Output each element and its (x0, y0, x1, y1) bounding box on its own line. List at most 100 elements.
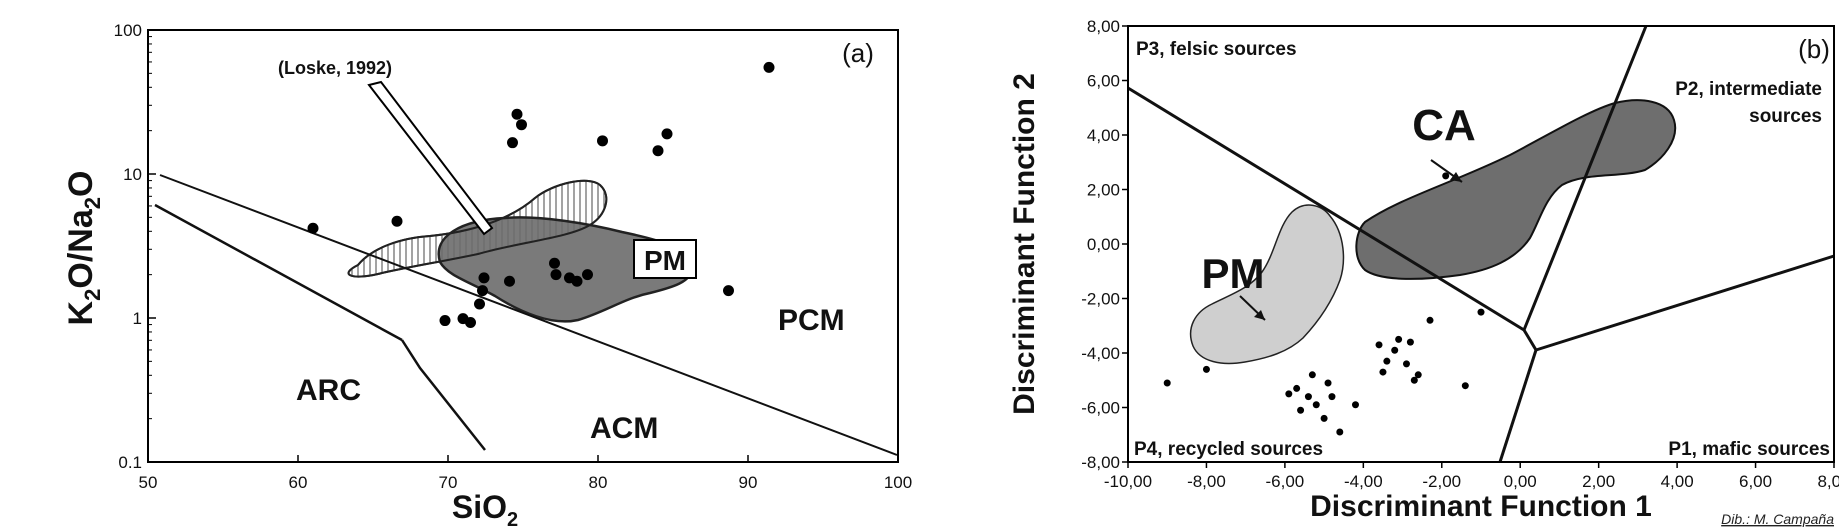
panel-label-b: (b) (1798, 34, 1830, 64)
loske-annotation: (Loske, 1992) (278, 58, 392, 78)
boundary-line-upper-a (159, 174, 898, 456)
data-point (516, 119, 527, 131)
field-label-p3: P3, felsic sources (1136, 39, 1297, 60)
data-point (1461, 382, 1469, 390)
x-tick-label: -10,00 (1104, 472, 1152, 491)
field-label-arc: ARC (296, 374, 361, 407)
data-point (1312, 401, 1320, 409)
y-tick-label: 10 (123, 165, 142, 184)
y-tick-label: 2,00 (1087, 181, 1120, 200)
boundary-line-p3-b (1127, 86, 1525, 332)
region-label-pm-b: PM (1202, 250, 1265, 297)
x-tick-label: 8,00 (1817, 472, 1839, 491)
data-point (1442, 172, 1450, 180)
data-point (1395, 335, 1403, 343)
x-tick-label: -4,00 (1344, 472, 1383, 491)
panel-b: (b) CA PM P3, felsic sources P2, interme… (1008, 17, 1839, 527)
field-label-acm: ACM (590, 412, 658, 445)
data-point (763, 61, 775, 73)
data-point (1426, 316, 1434, 324)
data-point (1285, 390, 1293, 398)
data-point (571, 275, 583, 287)
data-point (1336, 428, 1344, 436)
data-point (550, 269, 562, 281)
points-a (307, 61, 775, 329)
data-point (1402, 360, 1410, 368)
field-label-p2: P2, intermediate (1675, 79, 1822, 100)
field-label-p2-sources: sources (1749, 106, 1822, 127)
data-point (1379, 368, 1387, 376)
data-point (1293, 384, 1301, 392)
data-point (1297, 406, 1305, 414)
data-point (439, 315, 451, 327)
boundary-line-arc-a (400, 339, 486, 451)
data-point (661, 128, 673, 140)
region-label-ca: CA (1412, 101, 1476, 150)
y-tick-label: -6,00 (1081, 399, 1120, 418)
pm-region-b (1189, 204, 1345, 365)
y-tick-label: 0,00 (1087, 235, 1120, 254)
y-tick-label: 1 (133, 309, 142, 328)
data-point (1202, 365, 1210, 373)
boundary-line-center-b (1522, 329, 1538, 351)
y-axis-label-a: K2O/Na2O (62, 171, 105, 326)
data-point (549, 257, 560, 269)
data-point (507, 137, 518, 149)
field-label-pcm: PCM (778, 304, 845, 337)
x-tick-label: 50 (139, 473, 158, 492)
data-point (511, 108, 523, 120)
data-point (504, 275, 515, 287)
y-tick-label: -2,00 (1081, 290, 1120, 309)
y-tick-label: 100 (114, 21, 142, 40)
points-b (1163, 172, 1485, 436)
data-point (582, 269, 593, 281)
x-tick-label: -8,00 (1187, 472, 1226, 491)
x-tick-label: 70 (439, 473, 458, 492)
ca-region-b (1355, 99, 1677, 280)
x-tick-label: 6,00 (1739, 472, 1772, 491)
boundary-line-p1-b (1498, 349, 1538, 463)
boundary-line-p2p1-b (1535, 254, 1835, 352)
x-tick-label: -2,00 (1422, 472, 1461, 491)
y-tick-label: 4,00 (1087, 126, 1120, 145)
loske-arrow (367, 80, 494, 236)
data-point (1308, 371, 1316, 379)
pm-outline-a (347, 179, 608, 278)
data-point (1414, 371, 1422, 379)
x-axis-label-a: SiO2 (452, 489, 518, 529)
data-point (1328, 393, 1336, 401)
y-tick-label: 8,00 (1087, 17, 1120, 36)
y-axis-label-b: Discriminant Function 2 (1008, 73, 1041, 415)
x-tick-label: 100 (884, 473, 912, 492)
data-point (1324, 379, 1332, 387)
y-tick-label: 0.1 (118, 453, 142, 472)
y-tick-label: 6,00 (1087, 72, 1120, 91)
pm-pointer-head (1254, 310, 1265, 320)
boundary-line-lower-a (154, 203, 403, 342)
y-tick-label: -4,00 (1081, 344, 1120, 363)
data-point (477, 285, 488, 297)
field-label-p1: P1, mafic sources (1668, 439, 1830, 460)
field-label-p4: P4, recycled sources (1134, 439, 1323, 460)
x-tick-label: -6,00 (1266, 472, 1305, 491)
data-point (307, 222, 319, 234)
data-point (478, 272, 490, 284)
ticks-b: -10,00 -8,00 -6,00 -4,00 -2,00 0,00 2,00 4,00 6,… (1081, 17, 1839, 491)
data-point (474, 298, 485, 310)
data-point (1304, 393, 1312, 401)
plot-area-a (147, 29, 899, 463)
data-point (723, 285, 734, 297)
x-tick-label: 0,00 (1504, 472, 1537, 491)
data-point (1406, 338, 1414, 346)
ca-pointer-head (1450, 172, 1462, 182)
data-point (391, 215, 403, 227)
data-point (1351, 401, 1359, 409)
x-axis-label-b: Discriminant Function 1 (1310, 490, 1652, 523)
data-point (1410, 376, 1418, 384)
boundary-line-p2-b (1522, 25, 1648, 331)
x-tick-label: 60 (289, 473, 308, 492)
data-point (597, 135, 608, 147)
x-tick-label: 80 (589, 473, 608, 492)
panel-label-a: (a) (842, 38, 874, 68)
